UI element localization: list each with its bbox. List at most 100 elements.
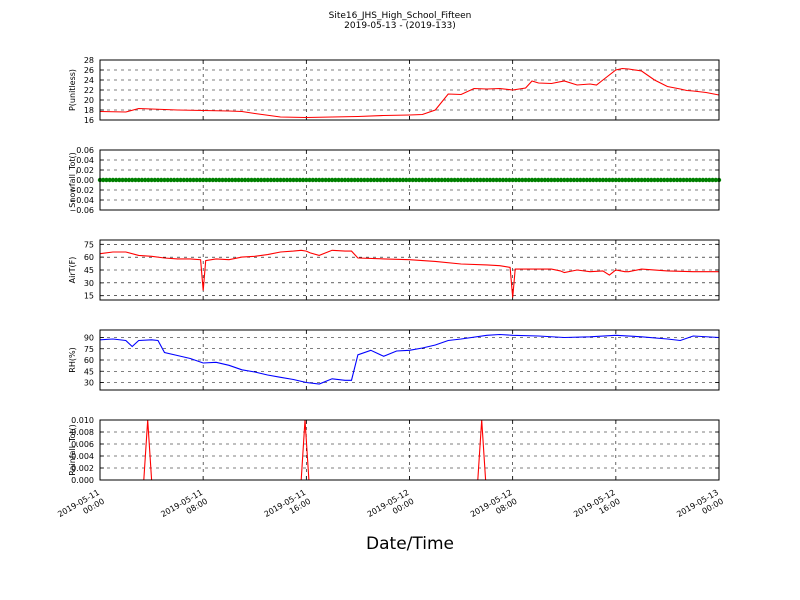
x-tick-label: 2019-05-1208:00 — [469, 488, 519, 528]
snowfall-point — [236, 177, 241, 183]
snowfall-point — [574, 177, 580, 183]
snowfall-point — [597, 177, 602, 183]
snowfall-point — [281, 177, 286, 183]
snowfall-point — [429, 177, 435, 183]
snowfall-point — [668, 177, 673, 183]
snowfall-point — [191, 177, 196, 183]
snowfall-point — [104, 177, 109, 183]
snowfall-point — [665, 177, 670, 183]
y-tick-label: 0.02 — [76, 166, 94, 175]
snowfall-point — [300, 177, 306, 183]
snowfall-point — [297, 177, 303, 183]
snowfall-point — [410, 177, 415, 183]
snowfall-point — [387, 177, 393, 183]
snowfall-point — [249, 177, 254, 183]
snowfall-point — [233, 177, 238, 183]
y-tick-label: 26 — [84, 66, 94, 75]
snowfall-point — [545, 177, 551, 183]
y-axis-label: RH(%) — [68, 347, 77, 372]
panel-frame — [99, 329, 720, 391]
snowfall-point — [455, 177, 461, 183]
snowfall-point — [507, 177, 512, 183]
snowfall-point — [278, 177, 283, 183]
snowfall-point — [213, 177, 219, 183]
snowfall-point — [136, 177, 141, 183]
snowfall-point — [268, 177, 274, 183]
snowfall-point — [120, 177, 125, 183]
snowfall-point — [223, 177, 228, 183]
x-tick-label: 2019-05-1300:00 — [675, 488, 725, 528]
y-tick-label: 20 — [84, 96, 94, 105]
y-tick-label: 45 — [84, 367, 94, 376]
snowfall-point — [652, 177, 657, 183]
snowfall-point — [407, 177, 412, 183]
snowfall-point — [384, 177, 390, 183]
snowfall-point — [139, 177, 145, 183]
y-tick-label: 28 — [84, 56, 94, 65]
snowfall-point — [310, 177, 315, 183]
snowfall-point — [271, 177, 277, 183]
snowfall-point — [526, 177, 531, 183]
snowfall-point — [252, 177, 257, 183]
y-tick-label: 0.00 — [76, 176, 94, 185]
snowfall-point — [594, 177, 599, 183]
snowfall-point — [510, 177, 515, 183]
snowfall-point — [171, 177, 177, 183]
y-tick-label: 0.000 — [71, 476, 94, 485]
snowfall-point — [487, 177, 493, 183]
snowfall-point — [220, 177, 225, 183]
snowfall-point — [452, 177, 457, 183]
snowfall-point — [478, 177, 483, 183]
snowfall-point — [658, 177, 664, 183]
snowfall-point — [162, 177, 167, 183]
snowfall-point — [413, 177, 419, 183]
y-axis-label: P(unitless) — [68, 69, 77, 111]
panel-frame — [99, 239, 720, 301]
y-tick-label: 90 — [84, 334, 94, 343]
y-tick-label: 0.06 — [76, 146, 94, 155]
snowfall-point — [317, 177, 322, 183]
x-tick-label: 2019-05-1108:00 — [159, 488, 209, 528]
snowfall-point — [620, 177, 625, 183]
snowfall-point — [133, 177, 138, 183]
snowfall-point — [491, 177, 496, 183]
snowfall-point — [362, 177, 367, 183]
y-tick-label: 0.010 — [71, 416, 94, 425]
y-tick-label: 0.04 — [76, 156, 94, 165]
y-axis-label: Snowfall_Tot() — [68, 152, 77, 208]
y-tick-label: 15 — [84, 292, 94, 301]
x-tick-label: 2019-05-1100:00 — [56, 488, 106, 528]
snowfall-point — [442, 177, 448, 183]
x-tick-label: 2019-05-1116:00 — [263, 488, 313, 528]
snowfall-point — [126, 177, 132, 183]
snowfall-point — [262, 177, 267, 183]
snowfall-point — [426, 177, 432, 183]
snowfall-point — [613, 177, 619, 183]
y-tick-label: 30 — [84, 279, 94, 288]
snowfall-point — [497, 177, 502, 183]
panel-frame — [99, 59, 720, 121]
snowfall-point — [707, 177, 712, 183]
snowfall-point — [333, 177, 338, 183]
y-tick-label: 75 — [84, 345, 94, 354]
snowfall-point — [194, 177, 199, 183]
snowfall-point — [391, 177, 396, 183]
snowfall-point — [639, 177, 644, 183]
snowfall-point — [678, 177, 683, 183]
snowfall-point — [378, 177, 383, 183]
snowfall-point — [468, 177, 473, 183]
snowfall-point — [555, 177, 561, 183]
snowfall-point — [520, 177, 525, 183]
snowfall-point — [352, 177, 357, 183]
snowfall-point — [304, 177, 309, 183]
snowfall-points — [97, 177, 722, 183]
snowfall-point — [159, 177, 164, 183]
y-axis-label: AirT(F) — [68, 257, 77, 284]
snowfall-point — [632, 177, 638, 183]
y-tick-label: −0.04 — [69, 196, 94, 205]
snowfall-point — [142, 177, 148, 183]
snowfall-point — [397, 177, 403, 183]
snowfall-point — [210, 177, 216, 183]
y-tick-label: 0.006 — [71, 440, 94, 449]
snowfall-point — [404, 177, 409, 183]
